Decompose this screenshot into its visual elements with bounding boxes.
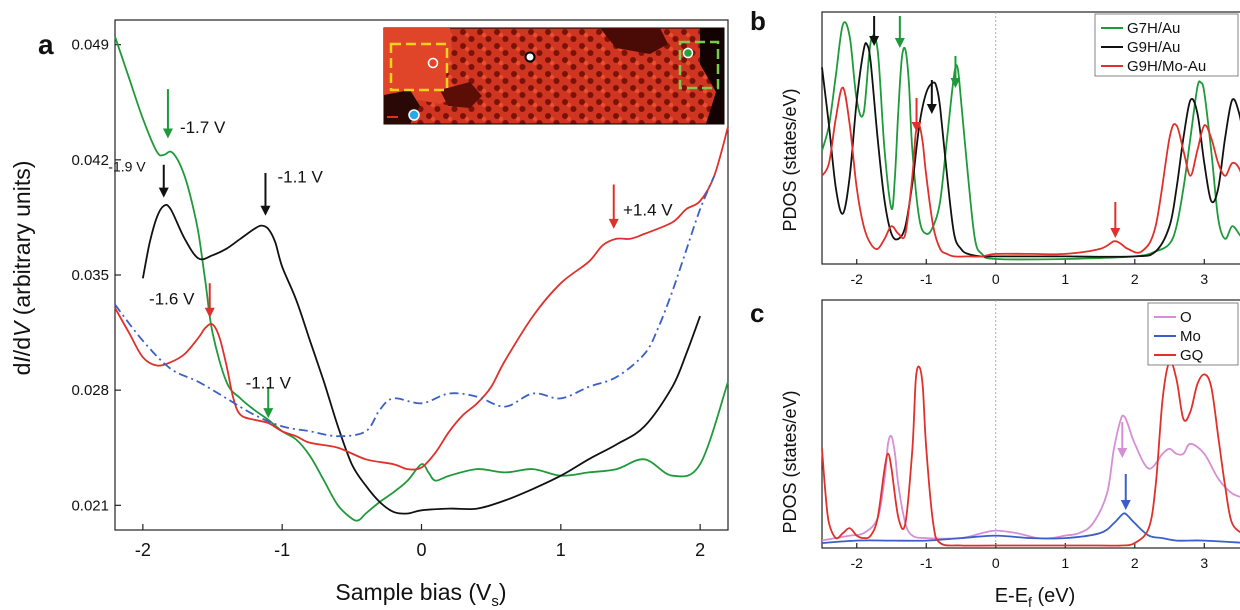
- panel-a-xtick-label: 1: [556, 540, 566, 560]
- panel-a-series-red: [114, 126, 729, 471]
- inset-black-marker: [524, 51, 536, 63]
- panel-b-xtick-label: 0: [992, 271, 1000, 287]
- panel-a-xtick-label: -2: [135, 540, 151, 560]
- panel-a-ytick-label: 0.049: [71, 37, 109, 54]
- panel-c-legend-label: GQ: [1180, 347, 1203, 364]
- panel-c-series-violet: [821, 414, 1240, 542]
- panel-a-series-blue: [114, 175, 715, 438]
- inset-green-box: [678, 40, 720, 90]
- panel-a-series-black: [142, 203, 701, 515]
- panel-b-xtick-label: 3: [1200, 271, 1208, 287]
- panel-c-xlabel: E-Ef (eV): [995, 585, 1076, 610]
- panel-a-xtick-label: -1: [274, 540, 290, 560]
- panel-c: c -2 -1 0 1 2 3 PDOS (states/eV) E-Ef (eV) OM…: [750, 298, 1240, 610]
- panel-b-ylabel: PDOS (states/eV): [780, 88, 800, 231]
- panel-b-legend-label: G9H/Au: [1127, 39, 1180, 56]
- panel-a-xtick-label: 0: [416, 540, 426, 560]
- panel-b-arrow-green: [950, 56, 961, 88]
- panel-c-legend: O Mo GQ: [1147, 302, 1239, 366]
- panel-a-annotation: -1.6 V: [149, 290, 195, 309]
- panel-a: a 0.021 0.028 0.035 0.042 0.049 -2 -1 0 1 2 -1.7…: [9, 19, 729, 610]
- panel-a-annotation: +1.4 V: [623, 200, 673, 219]
- panel-c-frame: [821, 299, 1240, 549]
- panel-b-arrow-green: [894, 16, 905, 48]
- panel-a-annotation: -1.9 V: [108, 158, 146, 174]
- panel-c-legend-label: O: [1180, 309, 1192, 326]
- panel-c-xtick-label: -2: [851, 555, 864, 571]
- panel-b-arrow-black: [869, 16, 880, 46]
- panel-a-arrow-red: [204, 283, 215, 318]
- panel-b-legend: G7H/Au G9H/Au G9H/Mo-Au: [1094, 13, 1239, 77]
- panel-b-arrow-red: [1110, 202, 1121, 238]
- panel-a-arrow-black: [158, 164, 169, 198]
- panel-b-series-black: [821, 42, 1240, 258]
- panel-c-series-red: [821, 360, 1240, 547]
- panel-a-arrow-black: [260, 173, 271, 216]
- panel-a-label: a: [38, 29, 54, 60]
- inset-green-marker: [682, 47, 694, 59]
- panel-a-arrow-red: [608, 184, 619, 229]
- panel-b-xtick-label: -2: [851, 271, 864, 287]
- panel-b-label: b: [750, 6, 766, 36]
- panel-a-ylabel: dI/dV (arbitrary units): [9, 161, 35, 376]
- inset-blue-marker: [408, 109, 420, 121]
- panel-a-ytick-label: 0.035: [71, 267, 109, 284]
- panel-c-xtick-label: 2: [1131, 555, 1139, 571]
- panel-b-arrow-black: [926, 80, 937, 114]
- panel-c-legend-label: Mo: [1180, 328, 1201, 345]
- panel-c-xtick-label: 3: [1200, 555, 1208, 571]
- panel-a-arrow-green: [263, 386, 274, 419]
- panel-a-arrow-green: [162, 89, 173, 139]
- panel-b-series-red: [821, 86, 1240, 258]
- panel-b-legend-label: G9H/Mo-Au: [1127, 58, 1206, 75]
- inset-white-marker: [427, 57, 439, 69]
- panel-b-xtick-label: 2: [1131, 271, 1139, 287]
- panel-a-annotation: -1.1 V: [246, 373, 292, 392]
- panel-a-annotation: -1.1 V: [277, 168, 323, 187]
- panel-a-xlabel: Sample bias (Vs): [335, 579, 506, 610]
- panel-a-ytick-label: 0.028: [71, 382, 109, 399]
- panel-b-arrow-red: [911, 98, 922, 132]
- panel-a-annotation: -1.7 V: [180, 118, 226, 137]
- panel-b-xtick-label: -1: [920, 271, 933, 287]
- panel-b: b -2 -1 0 1 2 3 PDOS (states/eV) G7H/Au G9H/Au…: [750, 6, 1240, 287]
- panel-a-ytick-label: 0.021: [71, 497, 109, 514]
- panel-c-ylabel: PDOS (states/eV): [780, 390, 800, 533]
- panel-c-arrow-violet: [1117, 422, 1128, 458]
- inset-yellow-box: [389, 42, 449, 92]
- stm-inset-image: [383, 27, 725, 125]
- panel-c-xtick-label: -1: [920, 555, 933, 571]
- panel-c-series-blue: [821, 512, 1240, 544]
- panel-a-ytick-label: 0.042: [71, 152, 109, 169]
- panel-c-label: c: [750, 298, 764, 328]
- panel-a-xtick-label: 2: [695, 540, 705, 560]
- panel-c-xtick-label: 0: [992, 555, 1000, 571]
- panel-b-xtick-label: 1: [1061, 271, 1069, 287]
- panel-a-series-green: [114, 36, 729, 522]
- panel-c-xtick-label: 1: [1061, 555, 1069, 571]
- panel-b-legend-label: G7H/Au: [1127, 20, 1180, 37]
- panel-b-frame: [821, 11, 1240, 265]
- panel-c-arrow-blue: [1120, 474, 1131, 510]
